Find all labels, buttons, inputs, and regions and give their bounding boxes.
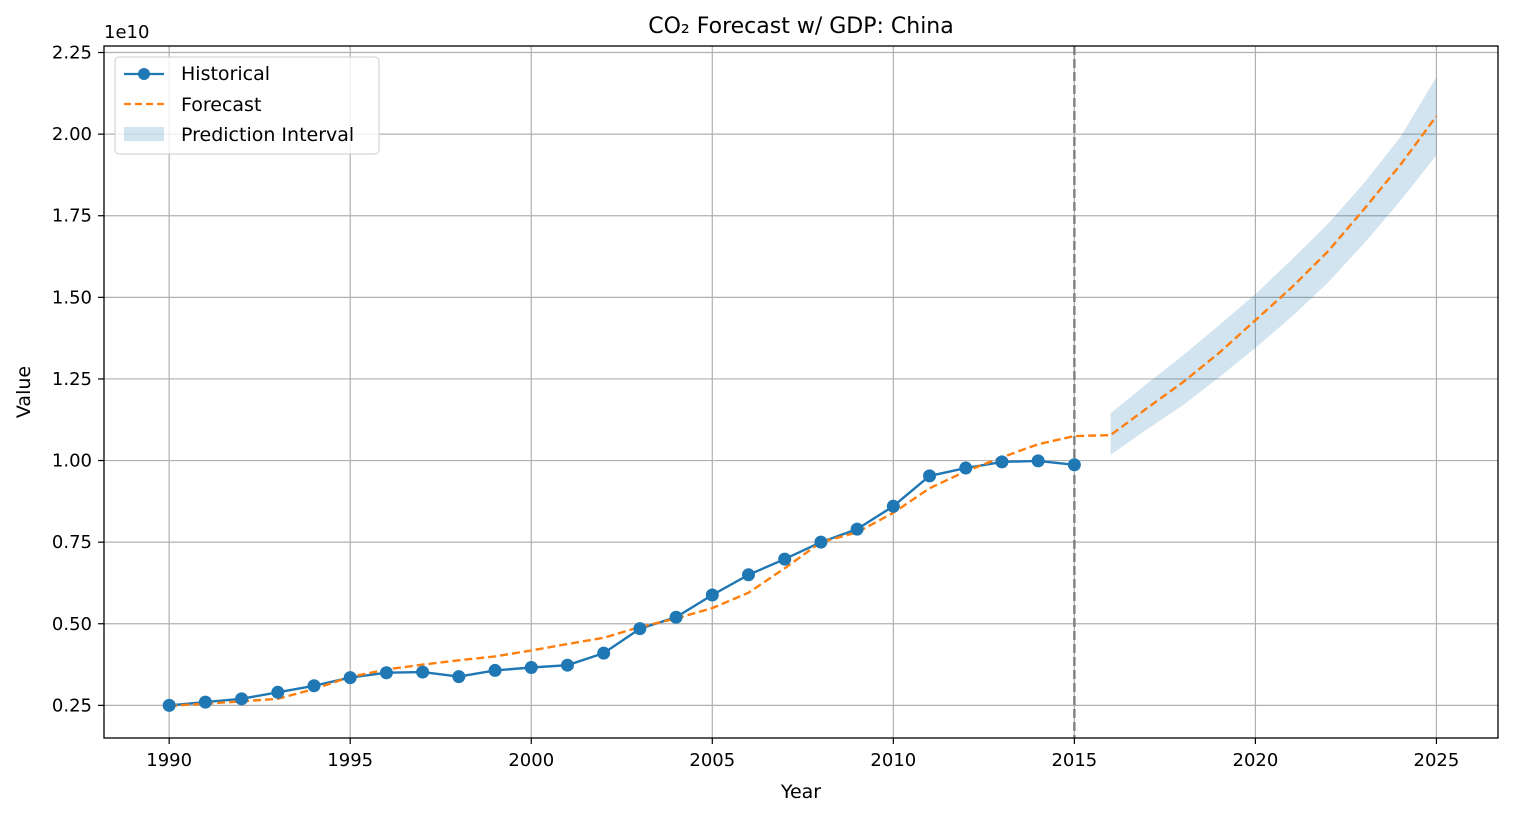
x-tick-label: 2005 <box>689 750 735 771</box>
y-tick-label: 0.50 <box>52 614 92 635</box>
plot-frame <box>103 45 1499 739</box>
legend-forecast-label: Forecast <box>181 94 261 116</box>
y-tick-label: 1.50 <box>52 287 92 308</box>
historical-marker <box>162 698 176 712</box>
historical-markers <box>162 454 1081 712</box>
legend: Historical Forecast Prediction Interval <box>114 56 380 155</box>
historical-marker <box>271 685 285 699</box>
x-tick-label: 2025 <box>1414 750 1460 771</box>
prediction-interval-area <box>1110 77 1437 455</box>
y-tick-label: 2.25 <box>52 43 92 64</box>
historical-marker <box>235 692 249 706</box>
legend-interval-swatch <box>124 127 164 141</box>
historical-marker <box>814 535 828 549</box>
axis-ticks: 1990 1995 2000 2005 2010 2015 2020 2025 0.25 0.50… <box>52 43 1459 771</box>
historical-marker <box>959 461 973 475</box>
historical-marker <box>1031 454 1045 468</box>
historical-marker <box>343 671 357 685</box>
historical-marker <box>379 666 393 680</box>
historical-marker <box>741 568 755 582</box>
prediction-interval-band <box>1110 77 1437 455</box>
historical-marker <box>705 588 719 602</box>
x-tick-label: 2020 <box>1233 750 1279 771</box>
historical-marker <box>597 646 611 660</box>
x-tick-label: 2010 <box>870 750 916 771</box>
x-axis-title: Year <box>780 781 821 803</box>
y-tick-label: 2.00 <box>52 124 92 145</box>
historical-marker <box>669 610 683 624</box>
y-tick-label: 0.25 <box>52 695 92 716</box>
x-tick-label: 2000 <box>508 750 554 771</box>
historical-marker <box>995 455 1009 469</box>
y-tick-label: 0.75 <box>52 532 92 553</box>
x-tick-label: 1995 <box>327 750 373 771</box>
historical-marker <box>886 499 900 513</box>
historical-marker <box>560 658 574 672</box>
historical-marker <box>850 522 864 536</box>
y-offset-label: 1e10 <box>104 22 149 43</box>
x-tick-label: 2015 <box>1051 750 1097 771</box>
y-tick-label: 1.75 <box>52 206 92 227</box>
historical-marker <box>416 665 430 679</box>
y-axis-title: Value <box>13 366 35 418</box>
legend-interval-label: Prediction Interval <box>181 124 354 146</box>
historical-marker <box>488 663 502 677</box>
y-tick-label: 1.00 <box>52 451 92 472</box>
x-tick-label: 1990 <box>146 750 192 771</box>
grid <box>104 46 1498 738</box>
historical-marker <box>452 670 466 684</box>
historical-marker <box>778 552 792 566</box>
historical-marker <box>1067 458 1081 472</box>
historical-marker <box>307 679 321 693</box>
legend-box <box>114 56 380 155</box>
historical-marker <box>923 469 937 483</box>
chart-title: CO₂ Forecast w/ GDP: China <box>648 14 953 39</box>
legend-historical-marker <box>138 68 150 80</box>
y-tick-label: 1.25 <box>52 369 92 390</box>
historical-marker <box>198 695 212 709</box>
legend-historical-label: Historical <box>181 63 270 85</box>
historical-marker <box>633 622 647 636</box>
historical-marker <box>524 660 538 674</box>
